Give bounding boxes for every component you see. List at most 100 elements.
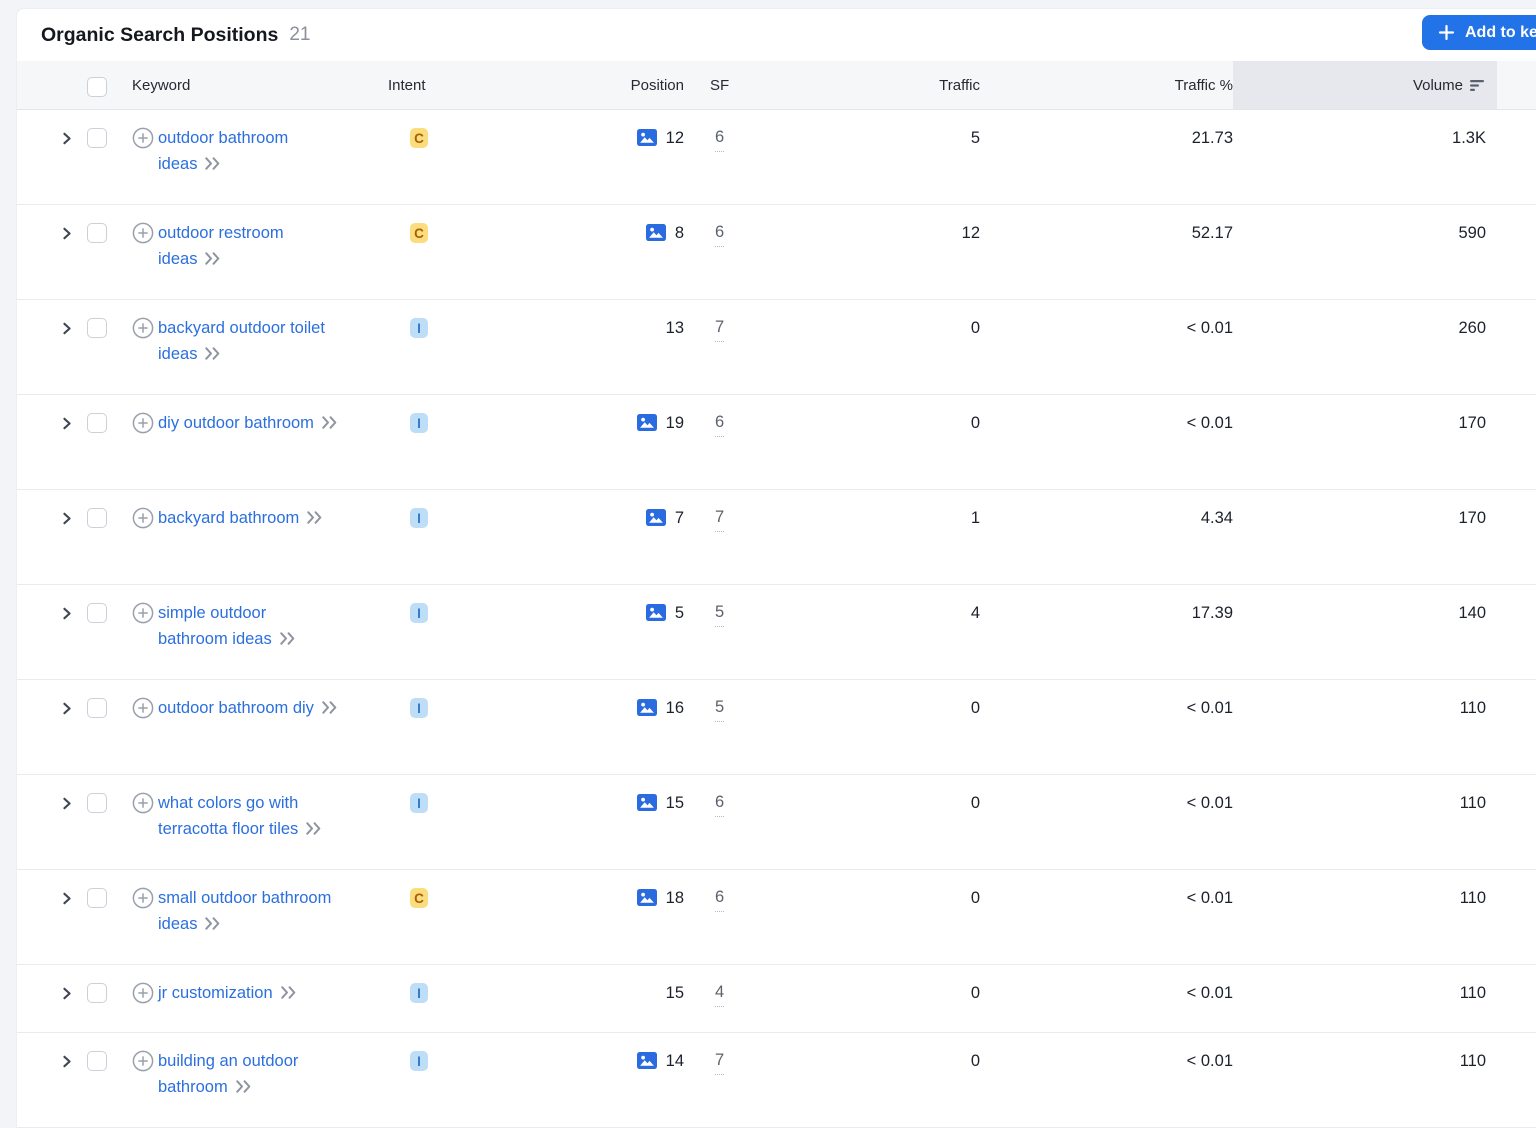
expand-row-button[interactable]: [61, 987, 73, 1001]
plus-circle-icon[interactable]: [132, 507, 154, 529]
serp-features-link[interactable]: 7: [715, 505, 725, 532]
expand-row-button[interactable]: [61, 702, 73, 716]
expand-row-button[interactable]: [61, 892, 73, 906]
row-checkbox[interactable]: [87, 603, 107, 623]
expand-row-button[interactable]: [61, 417, 73, 431]
keyword-link[interactable]: jr customization: [158, 984, 273, 1002]
expand-row-button[interactable]: [61, 607, 73, 621]
row-checkbox[interactable]: [87, 983, 107, 1003]
column-header-volume[interactable]: Volume: [1412, 76, 1463, 94]
serp-features-link[interactable]: 7: [715, 1048, 725, 1075]
expand-row-button[interactable]: [61, 227, 73, 241]
double-chevron-right-icon[interactable]: [321, 701, 339, 714]
position-value: 15: [665, 794, 684, 812]
column-header-traffic-percent[interactable]: Traffic %: [1174, 76, 1233, 94]
double-chevron-right-icon[interactable]: [306, 511, 324, 524]
serp-features-link[interactable]: 4: [715, 980, 725, 1007]
expand-row-button[interactable]: [61, 322, 73, 336]
table-row: what colors go with terracotta floor til…: [17, 775, 1536, 870]
position-value: 16: [665, 699, 684, 717]
serp-features-link[interactable]: 6: [715, 220, 725, 247]
column-header-position[interactable]: Position: [630, 76, 684, 94]
column-header-traffic[interactable]: Traffic: [939, 76, 980, 94]
position-value: 5: [674, 604, 684, 622]
select-all-checkbox[interactable]: [87, 76, 107, 97]
image-pack-icon: [636, 414, 657, 431]
keyword-link[interactable]: small outdoor bathroom ideas: [158, 889, 332, 933]
plus-circle-icon[interactable]: [132, 317, 154, 339]
intent-badge: C: [410, 128, 428, 148]
serp-features-link[interactable]: 6: [715, 885, 725, 912]
add-to-keywords-button[interactable]: Add to ke: [1422, 15, 1536, 50]
row-checkbox[interactable]: [87, 318, 107, 338]
double-chevron-right-icon[interactable]: [305, 822, 323, 835]
plus-circle-icon[interactable]: [132, 982, 154, 1004]
chevron-right-icon: [63, 417, 71, 430]
plus-circle-icon[interactable]: [132, 602, 154, 624]
volume-value: 110: [1459, 699, 1486, 717]
row-checkbox[interactable]: [87, 698, 107, 718]
traffic-value: 5: [970, 129, 980, 147]
column-header-sf[interactable]: SF: [710, 76, 730, 94]
expand-row-button[interactable]: [61, 797, 73, 811]
double-chevron-right-icon[interactable]: [235, 1080, 253, 1093]
plus-circle-icon[interactable]: [132, 412, 154, 434]
row-checkbox[interactable]: [87, 793, 107, 813]
double-chevron-right-icon[interactable]: [204, 917, 222, 930]
keyword-link[interactable]: outdoor restroom ideas: [158, 224, 284, 268]
keyword-cell: backyard outdoor toilet ideas: [158, 315, 325, 367]
row-checkbox[interactable]: [87, 223, 107, 243]
serp-features-link[interactable]: 5: [715, 600, 725, 627]
serp-features-link[interactable]: 7: [715, 315, 725, 342]
intent-badge: I: [410, 793, 428, 813]
double-chevron-right-icon[interactable]: [321, 416, 339, 429]
row-checkbox[interactable]: [87, 888, 107, 908]
panel-header: Organic Search Positions 21: [17, 9, 1536, 61]
double-chevron-right-icon[interactable]: [204, 252, 222, 265]
serp-features-link[interactable]: 6: [715, 790, 725, 817]
plus-circle-icon[interactable]: [132, 792, 154, 814]
double-chevron-right-icon[interactable]: [204, 157, 222, 170]
keyword-link[interactable]: outdoor bathroom diy: [158, 699, 314, 717]
row-checkbox[interactable]: [87, 1051, 107, 1071]
plus-circle-icon[interactable]: [132, 1050, 154, 1072]
traffic-percent-value: < 0.01: [1186, 1052, 1233, 1070]
keyword-link[interactable]: backyard outdoor toilet ideas: [158, 319, 325, 363]
table-header-row: Keyword Intent Position SF Traffic Traff…: [17, 61, 1536, 110]
traffic-value: 4: [970, 604, 980, 622]
expand-row-button[interactable]: [61, 512, 73, 526]
plus-circle-icon[interactable]: [132, 127, 154, 149]
traffic-percent-value: 17.39: [1191, 604, 1233, 622]
serp-features-link[interactable]: 6: [715, 410, 725, 437]
double-chevron-right-icon[interactable]: [204, 347, 222, 360]
expand-row-button[interactable]: [61, 132, 73, 146]
chevron-right-icon: [63, 1055, 71, 1068]
row-checkbox[interactable]: [87, 413, 107, 433]
row-checkbox[interactable]: [87, 508, 107, 528]
intent-badge: I: [410, 698, 428, 718]
intent-badge: I: [410, 983, 428, 1003]
plus-circle-icon[interactable]: [132, 222, 154, 244]
image-pack-icon: [636, 794, 657, 811]
plus-icon: [1439, 25, 1454, 40]
keyword-link[interactable]: building an outdoor bathroom: [158, 1052, 299, 1096]
plus-circle-icon[interactable]: [132, 697, 154, 719]
keyword-link[interactable]: simple outdoor bathroom ideas: [158, 604, 272, 648]
double-chevron-right-icon[interactable]: [280, 986, 298, 999]
serp-features-link[interactable]: 6: [715, 125, 725, 152]
keyword-link[interactable]: backyard bathroom: [158, 509, 300, 527]
intent-badge: I: [410, 508, 428, 528]
keyword-link[interactable]: outdoor bathroom ideas: [158, 129, 289, 173]
traffic-percent-value: < 0.01: [1186, 319, 1233, 337]
image-pack-icon: [636, 129, 657, 146]
header-expand-spacer: [61, 61, 87, 109]
serp-features-link[interactable]: 5: [715, 695, 725, 722]
expand-row-button[interactable]: [61, 1055, 73, 1069]
keyword-link[interactable]: diy outdoor bathroom: [158, 414, 314, 432]
keyword-link[interactable]: what colors go with terracotta floor til…: [158, 794, 299, 838]
double-chevron-right-icon[interactable]: [279, 632, 297, 645]
position-value: 15: [665, 984, 684, 1002]
row-checkbox[interactable]: [87, 128, 107, 148]
plus-circle-icon[interactable]: [132, 887, 154, 909]
column-header-volume-cell[interactable]: Volume: [1233, 61, 1497, 109]
